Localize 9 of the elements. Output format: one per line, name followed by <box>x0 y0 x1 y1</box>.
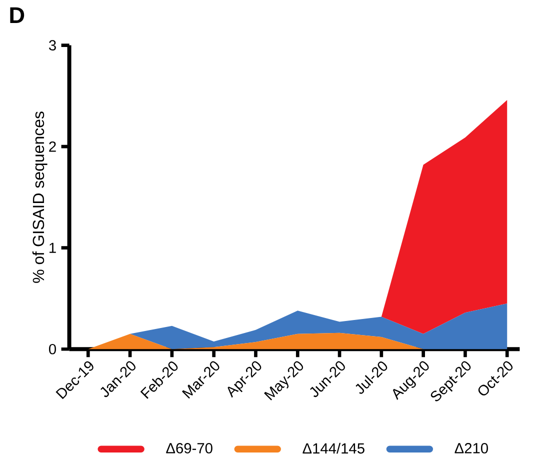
legend-label: Δ69-70 <box>166 443 212 454</box>
y-tick-label: 1 <box>50 242 56 254</box>
y-axis-title: % of GISAID sequences <box>32 112 48 283</box>
y-tick-label: 2 <box>49 142 56 152</box>
text: D <box>10 8 24 24</box>
legend-label: Δ210 <box>454 443 488 454</box>
legend-label: Δ144/145 <box>302 442 364 454</box>
y-tick-label: 3 <box>49 40 56 51</box>
y-tick-label: 0 <box>49 344 56 354</box>
